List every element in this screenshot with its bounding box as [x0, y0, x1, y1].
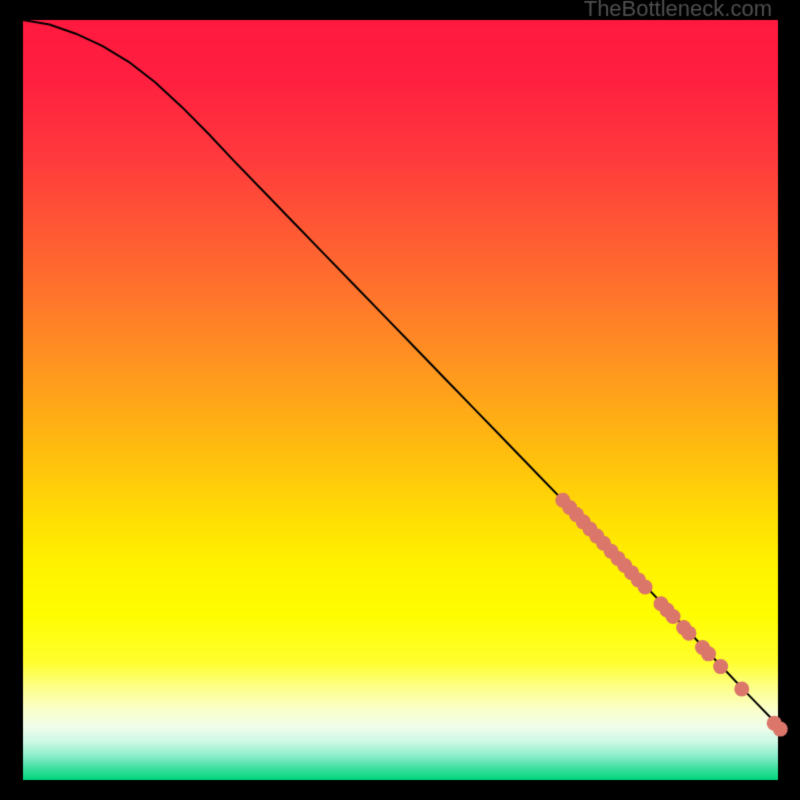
- bottleneck-chart: [0, 0, 800, 800]
